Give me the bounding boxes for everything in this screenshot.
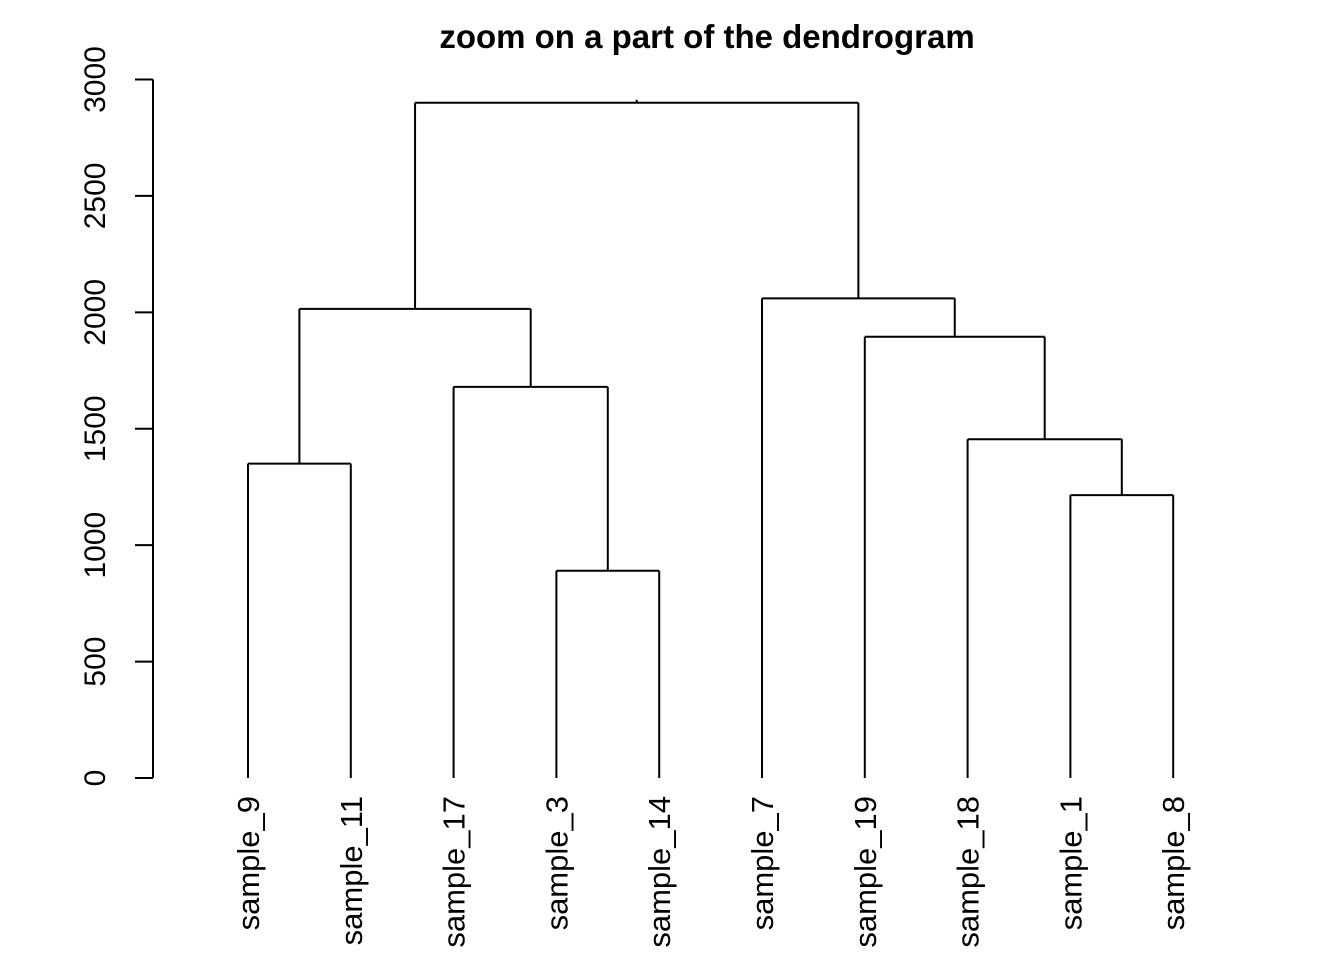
leaf-labels: sample_9 sample_11 sample_17 sample_3 sample… (231, 796, 1191, 948)
y-axis: 0 500 1000 1500 2000 2500 3000 (79, 46, 154, 787)
y-tick-label: 2500 (79, 163, 112, 230)
y-tick-label: 2000 (79, 279, 112, 346)
leaf-label-sample_8: sample_8 (1156, 796, 1191, 930)
y-tick-label: 1500 (79, 395, 112, 462)
dendrogram-tree (247, 99, 1175, 778)
chart-title: zoom on a part of the dendrogram (439, 18, 974, 55)
leaf-label-sample_7: sample_7 (745, 796, 780, 930)
leaf-label-sample_17: sample_17 (437, 796, 472, 948)
leaf-label-sample_1: sample_1 (1053, 796, 1088, 930)
leaf-label-sample_19: sample_19 (848, 796, 883, 948)
leaf-label-sample_11: sample_11 (334, 796, 369, 945)
y-tick-label: 3000 (79, 46, 112, 113)
leaf-label-sample_9: sample_9 (231, 796, 266, 930)
leaf-label-sample_14: sample_14 (642, 796, 677, 948)
y-tick-label: 1000 (79, 512, 112, 579)
y-tick-label: 500 (79, 637, 112, 687)
leaf-label-sample_18: sample_18 (951, 796, 986, 948)
leaf-label-sample_3: sample_3 (539, 796, 574, 930)
y-tick-label: 0 (79, 770, 112, 787)
